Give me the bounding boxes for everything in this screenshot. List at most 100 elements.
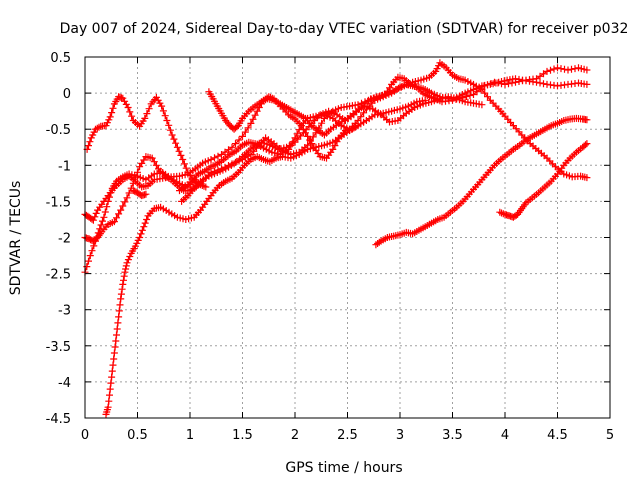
data-point [232, 140, 239, 148]
data-point [86, 138, 94, 146]
x-tick-label: 4.5 [547, 428, 568, 443]
data-point [143, 110, 151, 118]
axis-ticks: 0 0.5 1 1.5 2 2.5 3 3.5 4 4.5 5 0.5 0 -0.5 -1 -1.5 -2 -2.… [46, 51, 615, 443]
data-point [131, 174, 139, 182]
y-tick-label: -1.5 [46, 195, 71, 210]
data-point [145, 105, 153, 113]
data-point [138, 226, 146, 234]
data-point [108, 367, 116, 375]
data-point [141, 219, 149, 227]
data-point [519, 76, 526, 84]
data-point [103, 203, 111, 211]
data-point [249, 115, 257, 123]
data-point [106, 391, 113, 399]
data-point [129, 179, 137, 187]
data-point [357, 113, 365, 121]
data-point [165, 121, 173, 129]
data-point [207, 156, 215, 163]
data-point [496, 208, 504, 216]
data-point [239, 132, 246, 140]
data-point [126, 253, 134, 260]
data-point [101, 208, 109, 216]
data-point [421, 96, 429, 104]
series-sat-j [496, 140, 591, 221]
data-point [105, 397, 113, 405]
data-point [111, 343, 119, 351]
data-point [233, 123, 241, 131]
y-tick-label: -3 [58, 304, 71, 319]
data-point [306, 137, 314, 145]
y-tick-label: 0.5 [50, 51, 71, 66]
data-point [136, 234, 144, 241]
data-point [251, 111, 259, 119]
data-point [91, 213, 99, 221]
data-point [161, 112, 169, 120]
data-point [550, 65, 558, 73]
data-point [582, 141, 589, 149]
data-point [108, 109, 116, 117]
data-point [571, 65, 579, 73]
data-point [86, 252, 94, 260]
data-point [106, 113, 114, 121]
data-point [115, 210, 123, 218]
data-point [253, 107, 261, 115]
data-point [175, 147, 183, 155]
x-tick-label: 4 [501, 428, 509, 443]
series-sat-i [372, 114, 591, 249]
x-tick-label: 3 [396, 428, 404, 443]
data-point [533, 78, 540, 86]
data-point [150, 158, 158, 166]
y-tick-label: 0 [63, 87, 71, 102]
data-point [583, 174, 591, 182]
data-point [99, 217, 106, 225]
x-tick-label: 0.5 [127, 428, 148, 443]
data-point [182, 164, 190, 172]
data-point [202, 183, 210, 191]
data-point [179, 156, 187, 163]
y-tick-label: -4 [58, 376, 71, 391]
data-point [172, 139, 180, 147]
data-point [583, 66, 591, 74]
data-point [119, 202, 127, 210]
data-point [295, 126, 303, 134]
data-point [85, 142, 92, 150]
data-point [83, 263, 91, 271]
data-point [166, 126, 174, 134]
series-sat-g [205, 88, 486, 139]
data-point [168, 131, 176, 139]
data-point [158, 102, 166, 110]
series-sat-h [102, 96, 429, 418]
data-point [309, 133, 317, 141]
x-tick-label: 3.5 [442, 428, 463, 443]
data-point [115, 307, 123, 315]
x-tick-label: 1.5 [232, 428, 253, 443]
data-point [360, 109, 368, 117]
data-point [113, 214, 120, 222]
data-point [148, 154, 156, 162]
data-point [117, 290, 125, 298]
x-axis-label: GPS time / hours [285, 460, 402, 476]
data-point [85, 257, 92, 265]
data-point [117, 295, 125, 303]
data-point [159, 107, 167, 115]
y-tick-label: -1 [58, 159, 71, 174]
data-point [134, 168, 141, 176]
data-point [121, 198, 129, 206]
data-point [211, 154, 218, 162]
data-point [583, 80, 591, 88]
data-point [122, 100, 130, 108]
y-tick-label: -4.5 [46, 412, 71, 427]
data-point [110, 355, 118, 363]
data-point [112, 337, 120, 345]
data-point [143, 216, 151, 223]
data-point [100, 213, 108, 221]
data-point [543, 67, 551, 75]
data-point [177, 151, 185, 159]
data-point [484, 93, 491, 101]
data-point [113, 325, 121, 333]
data-point [142, 190, 150, 198]
data-point [110, 349, 118, 357]
data-point [540, 80, 547, 88]
data-point [88, 247, 96, 255]
